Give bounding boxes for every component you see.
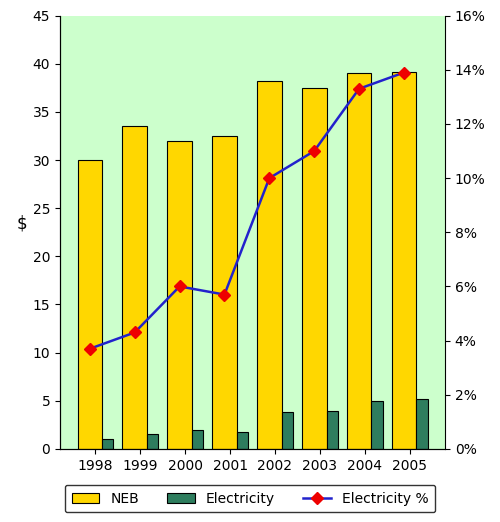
Line: Electricity %: Electricity % <box>86 68 408 353</box>
Y-axis label: $: $ <box>16 215 27 232</box>
Bar <box>212 136 237 449</box>
Bar <box>326 411 338 449</box>
Electricity % <box>266 175 272 181</box>
Bar <box>416 399 428 449</box>
Bar <box>167 141 192 449</box>
Electricity % <box>132 329 138 336</box>
Bar <box>122 126 147 449</box>
Legend: NEB, Electricity, Electricity %: NEB, Electricity, Electricity % <box>64 484 436 513</box>
Electricity % <box>356 86 362 92</box>
Bar <box>257 81 281 449</box>
Bar <box>302 88 326 449</box>
Bar <box>346 74 372 449</box>
Bar <box>282 412 293 449</box>
Electricity % <box>311 148 317 154</box>
Bar <box>392 72 416 449</box>
Electricity % <box>176 283 182 290</box>
Bar <box>192 430 203 449</box>
Electricity % <box>401 69 407 76</box>
Bar <box>147 434 158 449</box>
Electricity % <box>87 346 93 352</box>
Bar <box>237 432 248 449</box>
Bar <box>372 401 382 449</box>
Bar <box>102 440 114 449</box>
Bar <box>78 160 102 449</box>
Electricity % <box>222 291 228 298</box>
